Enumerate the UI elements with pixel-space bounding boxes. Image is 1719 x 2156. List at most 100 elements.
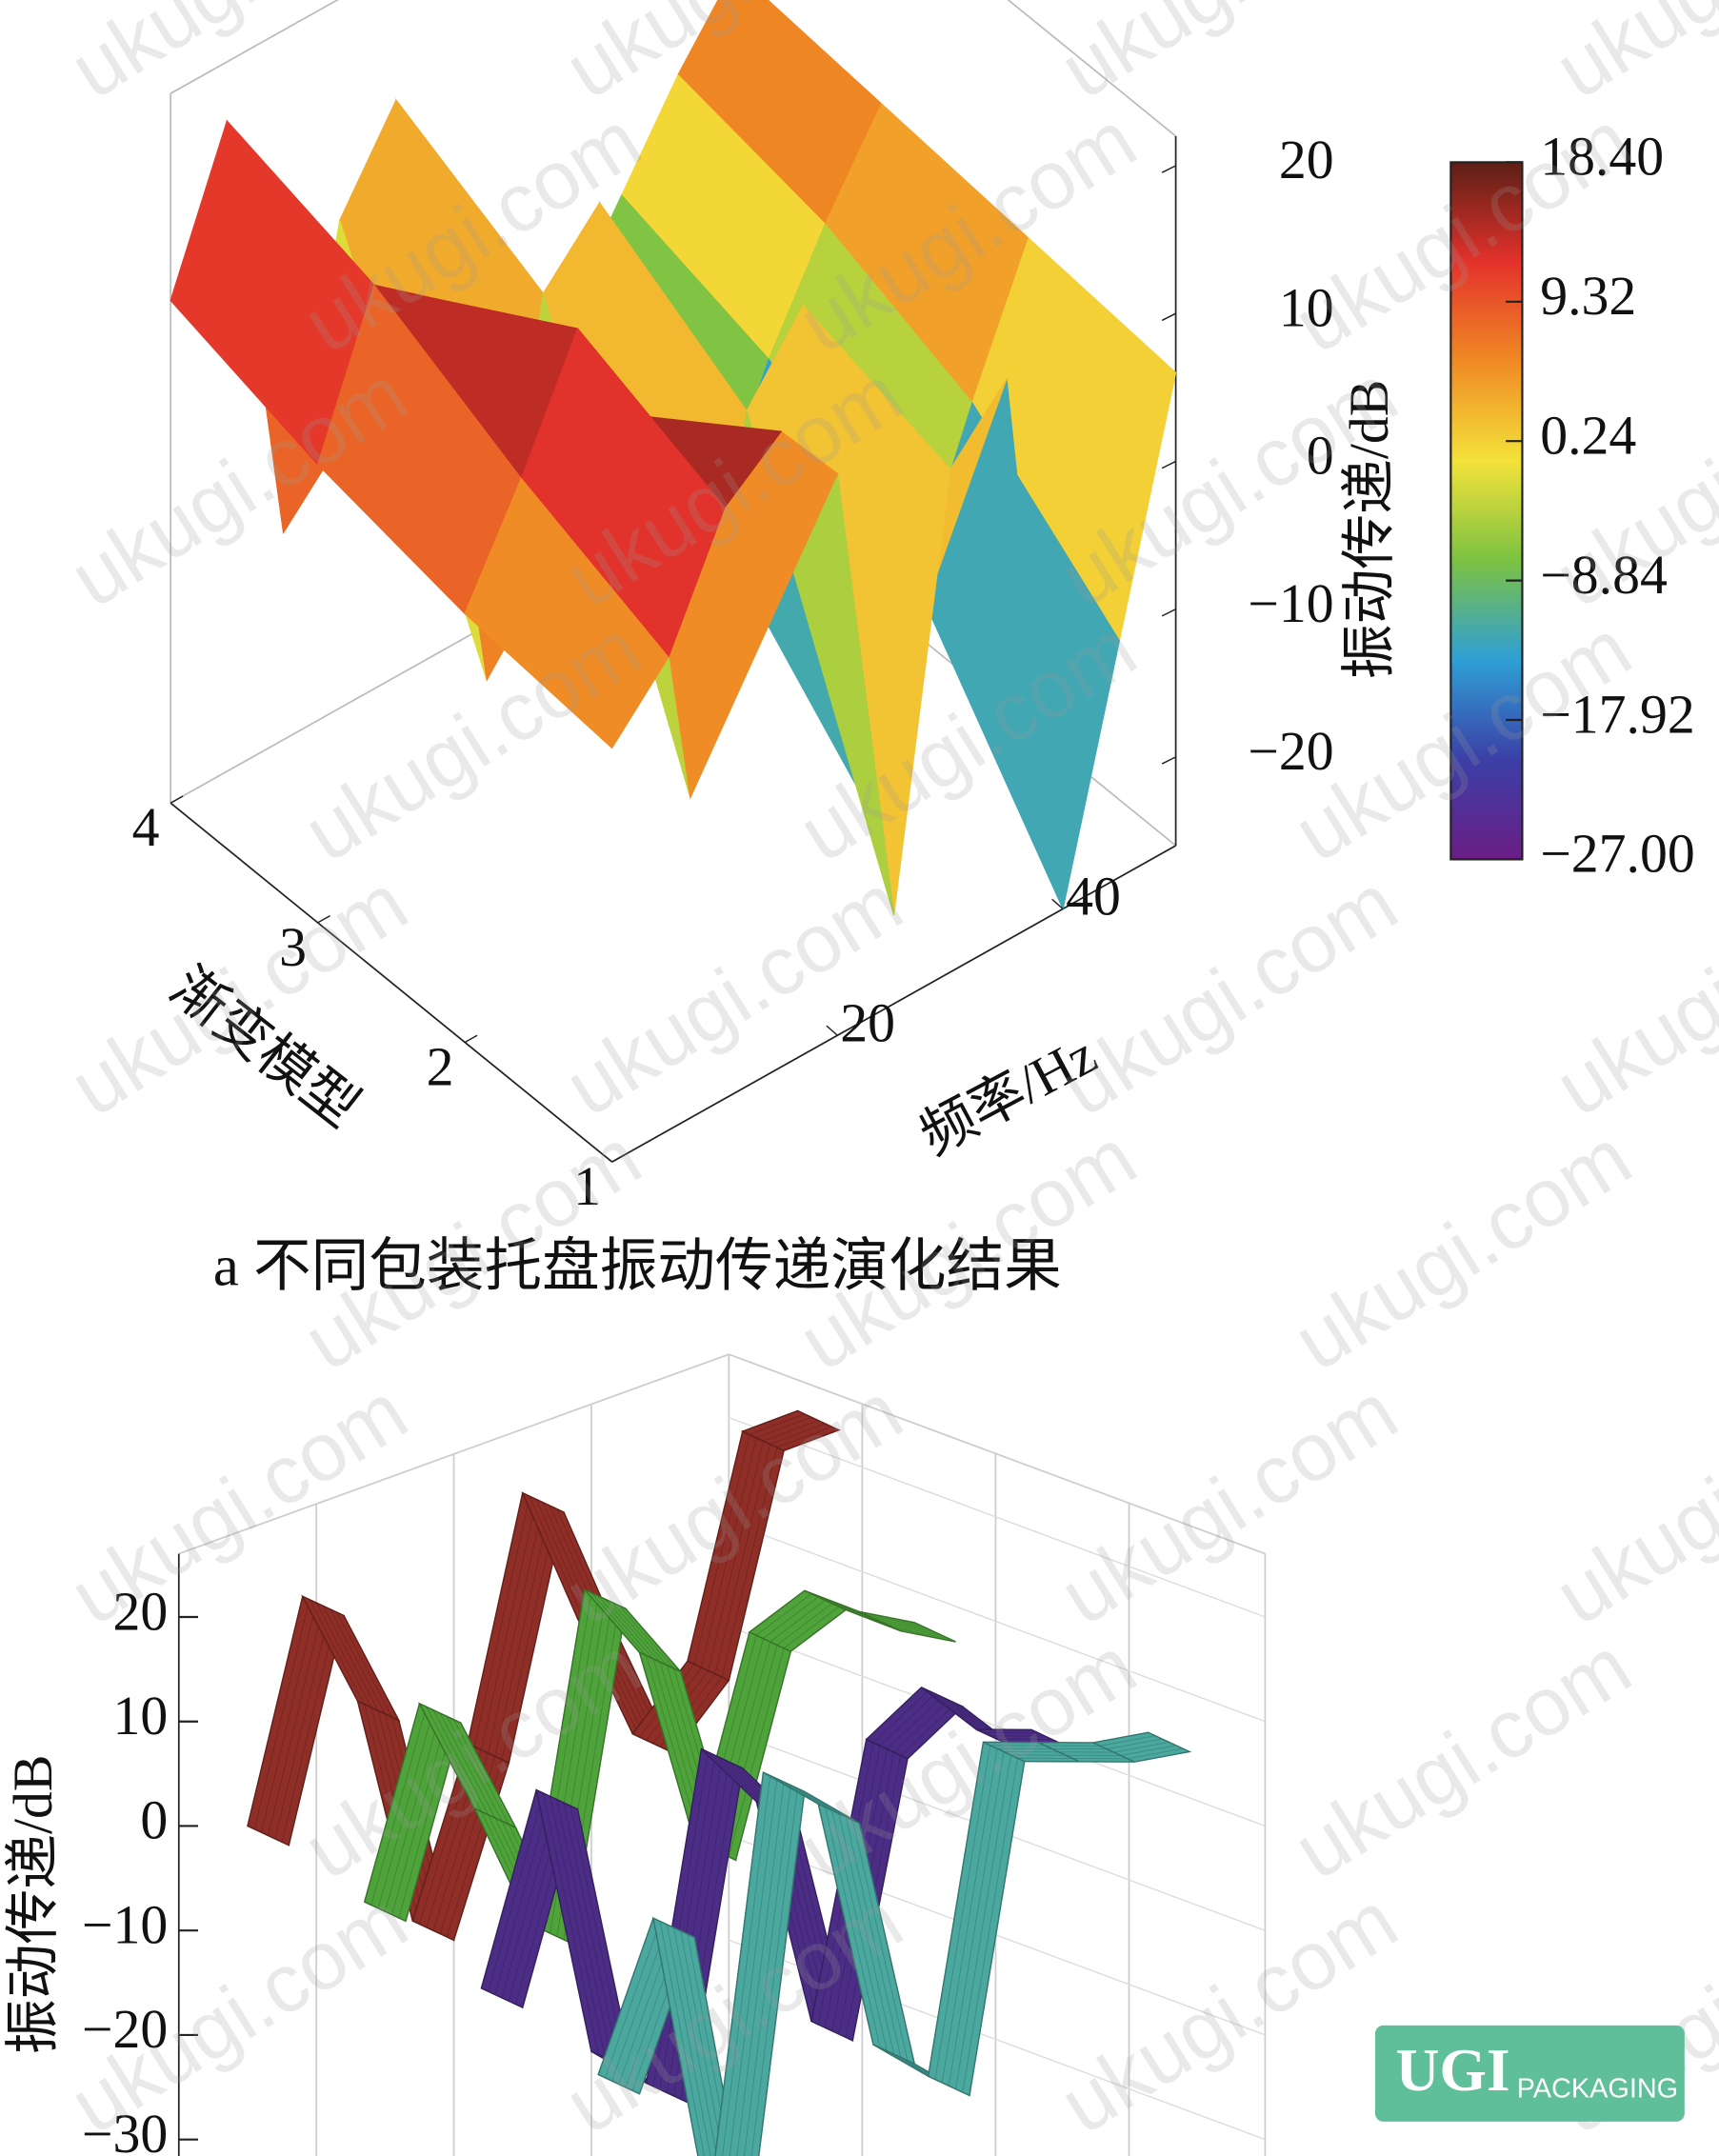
colorbar-tick-label: 18.40 [1540, 128, 1664, 188]
slab-hatch [893, 1700, 949, 1753]
slab-hatch [618, 1605, 674, 1669]
slab-hatch [736, 1782, 785, 2156]
y-tick-label: 10 [112, 1687, 168, 1747]
slab-hatch [880, 1621, 935, 1633]
z-tick-label: −20 [1248, 722, 1333, 782]
slab-hatch [887, 1624, 943, 1636]
slab-hatch [542, 1792, 599, 2055]
box-edge [1007, 0, 1177, 137]
slab-hatch [529, 1495, 586, 1623]
slab-hatch [563, 1803, 620, 2065]
slab-hatch [776, 1778, 832, 1811]
slab-hatch [763, 1596, 819, 1639]
box-edge [729, 1353, 1266, 1555]
slab-hatch [597, 1595, 654, 1660]
slab-hatch [281, 1612, 338, 1843]
slab-hatch [872, 1689, 929, 1744]
watermark: ukugi.com [55, 0, 423, 116]
slab-hatch [315, 1602, 372, 1708]
slab-hatch [851, 1820, 909, 2061]
slab-hatch [872, 1617, 929, 1629]
z-tick-label: 0 [1307, 427, 1334, 487]
watermark: ukugi.com [55, 1366, 423, 1643]
slab-hatch [749, 1413, 805, 1435]
slab-hatch [274, 1608, 331, 1840]
slab-hatch [687, 1933, 730, 2156]
colorbar-tick-label: −17.92 [1540, 685, 1695, 745]
slab-hatch [1100, 1735, 1156, 1747]
z-axis-title: 振动传递/dB [1340, 380, 1400, 679]
slab-hatch [941, 1748, 998, 2084]
slab-hatch [879, 1693, 936, 1747]
chart-b: −30 −20 −10 0 10 20 [82, 1353, 1267, 2156]
slab-hatch [611, 1924, 668, 2082]
y-tick-label: 4 [132, 798, 160, 858]
colorbar [1449, 161, 1524, 861]
slab-hatch [253, 1599, 310, 1829]
watermark: ukugi.com [1279, 1111, 1647, 1388]
slab-hatch [605, 1598, 661, 1663]
y-tick-label: −30 [82, 2105, 168, 2156]
colorbar-tick-label: −27.00 [1540, 825, 1695, 885]
z-tick-label: 10 [1279, 278, 1334, 338]
slab-hatch [330, 1608, 386, 1715]
y-tick [170, 795, 184, 804]
slab-hatch [323, 1606, 379, 1711]
slab-hatch [673, 1927, 718, 2156]
watermark: ukugi.com [1279, 1620, 1647, 1897]
slab-hatch [928, 1689, 984, 1733]
slab-hatch [879, 2047, 936, 2080]
slab-hatch [729, 1778, 778, 2156]
slab-hatch [838, 1813, 895, 2055]
y-tick [464, 1034, 478, 1044]
slab-hatch [955, 1754, 1011, 2089]
slab-hatch [659, 1921, 705, 2156]
y-tick-label: 0 [140, 1791, 168, 1851]
z-tick [1161, 165, 1176, 173]
slab-hatch [336, 1611, 392, 1718]
grid-line [729, 1521, 1266, 1723]
slab-hatch [426, 1707, 482, 1812]
slab-hatch [887, 1696, 943, 1749]
slab-hatch [728, 1647, 785, 1858]
slab-hatch [756, 1416, 812, 1439]
slab-hatch [680, 1930, 724, 2156]
z-tick [1161, 756, 1176, 765]
b-y-axis-title: 振动传递/dB [4, 1755, 64, 2054]
slab-hatch [556, 1799, 613, 2062]
slab-hatch [268, 1606, 324, 1836]
slab-hatch [948, 1751, 1005, 2086]
slab-hatch [770, 1775, 826, 1808]
chart-a: 20 40 1 2 3 4 −20 −10 0 10 20 −27.00 −17.92 −8.84 0.24… [132, 0, 1695, 1217]
y-tick-label: 3 [279, 918, 307, 978]
slab-hatch [659, 1755, 716, 2090]
slab-hatch [384, 1712, 441, 1912]
slab-hatch [750, 1787, 798, 2156]
slab-hatch [494, 1796, 551, 1995]
x-axis [611, 845, 1177, 1163]
box-edge [178, 1353, 730, 1555]
slab-hatch [1120, 1745, 1176, 1756]
slab-hatch [446, 1716, 503, 1822]
z-tick [1161, 312, 1176, 322]
slab-hatch [1113, 1741, 1169, 1753]
slab-hatch [790, 1785, 847, 1818]
slab-hatch [481, 1499, 537, 1750]
y-tick [317, 914, 330, 924]
slab-hatch [824, 1807, 881, 2048]
slab-hatch [377, 1709, 434, 1909]
slab-hatch [550, 1796, 606, 2059]
caption: a 不同包装托盘振动传递演化结果 [213, 1235, 1062, 1299]
slab-hatch [776, 1426, 832, 1448]
slab-hatch [488, 1792, 544, 1992]
slab-hatch [666, 1924, 711, 2156]
y-tick-label: 1 [573, 1157, 601, 1217]
logo-box [1374, 2025, 1685, 2122]
slab-hatch [831, 1810, 888, 2051]
slab-hatch [770, 1423, 826, 1445]
logo-text: PACKAGING [1517, 2073, 1678, 2104]
y-tick [611, 1154, 625, 1163]
slab-hatch [721, 1447, 778, 1678]
slab-hatch [708, 1441, 764, 1671]
slab-hatch [708, 1751, 764, 1806]
